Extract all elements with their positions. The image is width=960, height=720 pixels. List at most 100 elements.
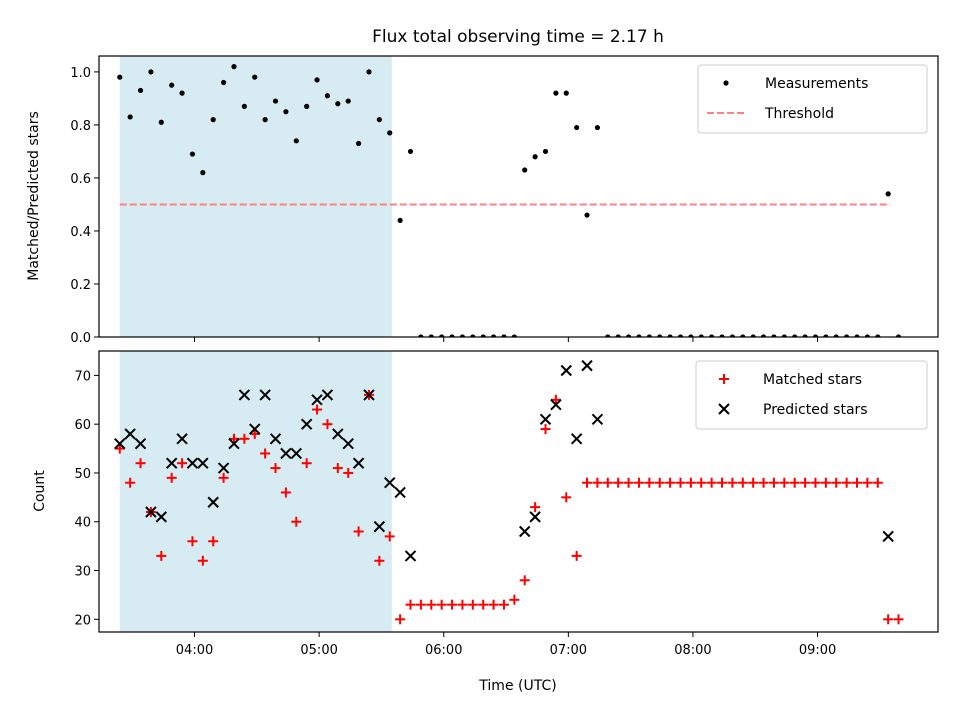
legend-label: Threshold <box>764 106 834 122</box>
measurement-point <box>283 109 289 115</box>
bottom-x-tick-label: 07:00 <box>550 643 587 658</box>
measurement-point <box>221 79 227 86</box>
matched-point <box>301 458 312 469</box>
top-legend: Measurements Threshold <box>697 64 928 134</box>
bottom-series-plus <box>114 389 904 625</box>
matched-point <box>550 394 561 405</box>
matched-point <box>395 614 406 625</box>
measurement-point <box>335 101 341 107</box>
measurement-point <box>459 334 466 337</box>
top-y-tick-label: 0.8 <box>70 119 91 134</box>
predicted-point <box>581 359 593 372</box>
bottom-y-tick-label: 50 <box>74 467 91 482</box>
matched-point <box>457 599 468 610</box>
measurement-point <box>729 334 736 337</box>
predicted-point <box>155 511 168 523</box>
matched-point <box>519 575 530 586</box>
predicted-point <box>570 433 583 445</box>
legend-label: Measurements <box>765 76 868 92</box>
predicted-point <box>342 437 354 450</box>
matched-point <box>613 477 624 488</box>
matched-point <box>810 477 821 488</box>
matched-point <box>571 550 582 561</box>
measurement-point <box>210 117 216 123</box>
matched-point <box>228 433 239 444</box>
predicted-point <box>259 389 271 401</box>
matched-point <box>135 458 146 469</box>
bottom-x-tick-label: 09:00 <box>799 643 836 658</box>
measurement-point <box>439 334 445 337</box>
measurement-point <box>885 191 891 197</box>
measurement-point <box>542 148 549 155</box>
predicted-point <box>332 428 344 440</box>
measurement-point <box>397 217 403 223</box>
measurement-point <box>667 334 673 337</box>
matched-point <box>374 555 385 566</box>
chart-title: Flux total observing time = 2.17 h <box>372 27 664 47</box>
matched-point <box>644 477 655 488</box>
legend-marker-x <box>718 403 730 415</box>
bottom-y-tick-label: 30 <box>74 565 91 580</box>
bottom-y-tick-label: 20 <box>74 613 91 628</box>
measurement-point <box>844 334 850 337</box>
matched-point <box>322 419 333 430</box>
bottom-panel: 20 30 40 50 60 70 04:00 05:00 06:00 07:00 08:00 09:… <box>74 350 939 658</box>
predicted-point <box>134 437 147 450</box>
measurement-point <box>594 124 601 131</box>
measurement-point <box>418 334 424 337</box>
matched-point <box>415 599 426 610</box>
predicted-point <box>186 457 199 469</box>
measurement-point <box>646 334 652 337</box>
bottom-plot-area <box>114 351 904 632</box>
bottom-x-tick-label: 06:00 <box>425 643 462 658</box>
matched-point <box>312 404 323 415</box>
measurement-point <box>771 334 777 337</box>
measurement-point <box>563 90 569 96</box>
measurement-point <box>137 87 144 94</box>
measurement-point <box>241 103 247 109</box>
predicted-point <box>519 525 531 538</box>
measurement-point <box>792 334 798 337</box>
matched-point <box>768 477 779 488</box>
bottom-legend: Matched stars Predicted stars <box>695 360 928 430</box>
matched-point <box>623 477 634 488</box>
measurement-point <box>854 334 860 337</box>
matched-point <box>239 433 250 444</box>
measurement-point <box>200 170 206 176</box>
bottom-series-x <box>114 359 894 562</box>
matched-point <box>177 458 188 469</box>
matched-point <box>665 477 676 488</box>
measurement-point <box>833 334 839 337</box>
matched-point <box>540 424 551 435</box>
matched-point <box>675 477 686 488</box>
measurement-point <box>553 90 559 96</box>
predicted-point <box>352 457 365 469</box>
legend-marker-plus <box>719 374 729 384</box>
measurement-point <box>615 334 621 337</box>
measurement-point <box>449 334 455 337</box>
matched-point <box>218 472 229 483</box>
matched-point <box>820 477 831 488</box>
measurement-point <box>605 334 611 337</box>
matched-point <box>197 555 208 566</box>
legend-box <box>697 64 928 134</box>
matched-point <box>509 594 520 605</box>
measurement-point <box>864 334 870 337</box>
matched-point <box>436 599 447 610</box>
legend-marker-dot <box>723 80 729 86</box>
measurement-point <box>127 114 133 120</box>
measurement-point <box>314 77 320 83</box>
predicted-point <box>550 398 562 411</box>
matched-point <box>831 477 842 488</box>
measurement-point <box>262 117 268 123</box>
predicted-point <box>882 530 894 543</box>
matched-point <box>280 487 291 498</box>
measurement-point <box>760 334 767 337</box>
predicted-point <box>124 428 136 440</box>
measurement-point <box>189 151 196 157</box>
matched-point <box>270 463 281 474</box>
matched-point <box>592 477 603 488</box>
predicted-point <box>311 394 323 406</box>
bottom-x-tick-label: 08:00 <box>674 643 711 658</box>
